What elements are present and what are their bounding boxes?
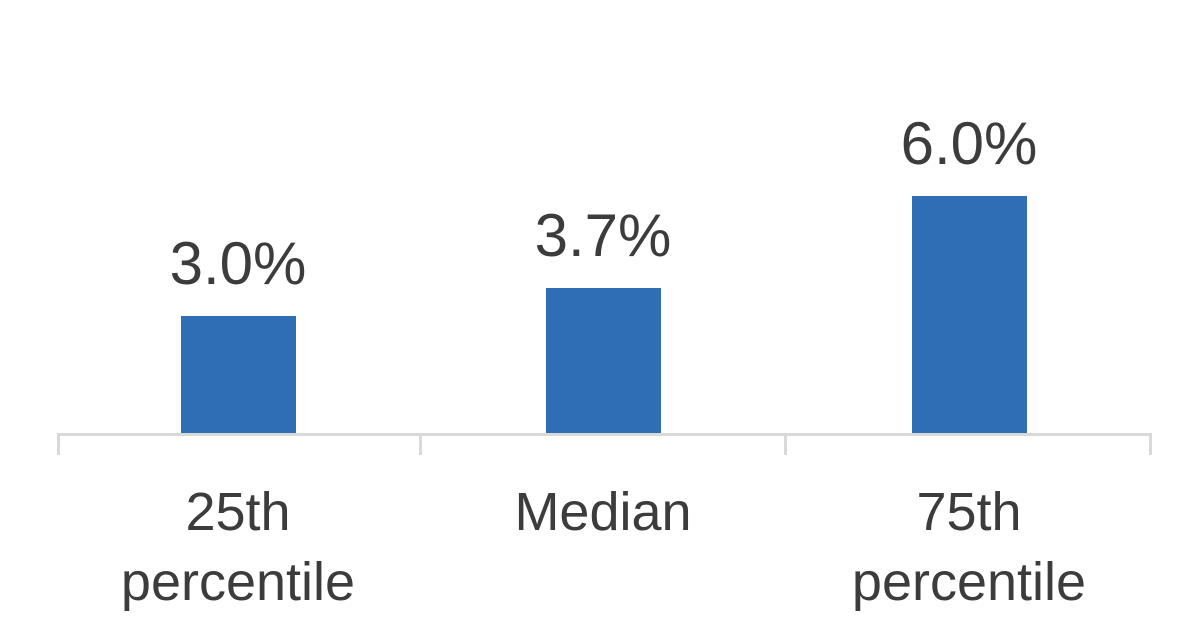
- bar-75th-percentile: [911, 196, 1027, 436]
- x-axis-line: [57, 433, 1152, 436]
- bar-value-label-75th-percentile: 6.0%: [900, 110, 1038, 177]
- x-axis-tick-1: [57, 433, 60, 455]
- x-axis-tick-3: [784, 433, 787, 455]
- bar-value-label-median: 3.7%: [534, 202, 672, 269]
- x-axis-label-25th-percentile: 25th percentile: [120, 482, 356, 612]
- bar-25th-percentile: [180, 316, 296, 436]
- bar-group-median: 3.7%: [453, 204, 753, 436]
- x-axis-tick-2: [419, 433, 422, 455]
- bar-group-25th-percentile: 3.0%: [88, 232, 388, 436]
- bar-group-75th-percentile: 6.0%: [819, 112, 1119, 436]
- bar-median: [545, 288, 661, 436]
- bar-value-label-25th-percentile: 3.0%: [169, 230, 307, 297]
- x-axis-label-median: Median: [514, 482, 692, 542]
- x-axis-tick-4: [1149, 433, 1152, 455]
- x-axis-label-75th-percentile: 75th percentile: [851, 482, 1087, 612]
